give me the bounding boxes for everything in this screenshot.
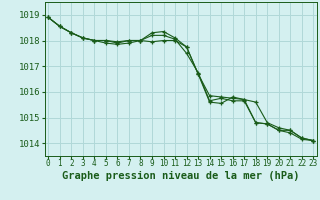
- X-axis label: Graphe pression niveau de la mer (hPa): Graphe pression niveau de la mer (hPa): [62, 171, 300, 181]
